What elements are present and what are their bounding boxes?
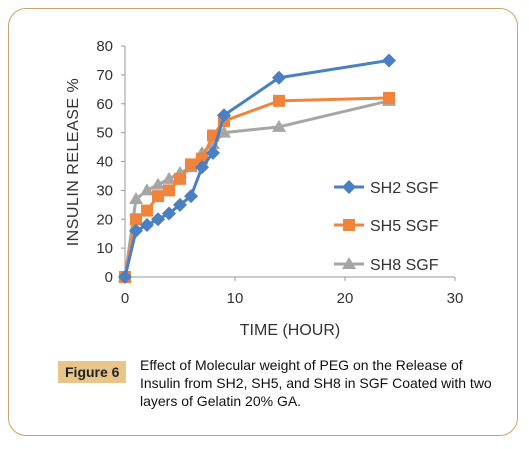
x-tick-label: 20 bbox=[337, 290, 354, 307]
legend-label: SH8 SGF bbox=[370, 257, 439, 274]
y-tick-label: 30 bbox=[96, 182, 113, 199]
y-tick-label: 20 bbox=[96, 211, 113, 228]
y-axis-title-group: INSULIN RELEASE % bbox=[65, 78, 82, 247]
data-point bbox=[130, 213, 142, 226]
data-point bbox=[162, 171, 176, 184]
data-point bbox=[383, 91, 395, 104]
data-point bbox=[174, 172, 186, 185]
series-sh2-sgf bbox=[118, 53, 396, 284]
legend-item: SH8 SGF bbox=[334, 257, 439, 274]
y-tick-label: 40 bbox=[96, 154, 113, 171]
legend-item: SH2 SGF bbox=[334, 180, 439, 197]
data-point bbox=[162, 206, 176, 221]
y-tick-label: 0 bbox=[105, 269, 113, 286]
data-point bbox=[173, 197, 187, 212]
data-point bbox=[272, 70, 286, 85]
y-tick-label: 80 bbox=[96, 38, 113, 55]
x-tick-label: 30 bbox=[447, 290, 464, 307]
data-point bbox=[141, 204, 153, 217]
data-point bbox=[272, 119, 286, 132]
data-point bbox=[217, 125, 231, 138]
data-point bbox=[151, 212, 165, 227]
x-tick-label: 10 bbox=[227, 290, 244, 307]
legend: SH2 SGF SH5 SGF SH8 SGF bbox=[334, 180, 439, 274]
x-tick-label: 0 bbox=[121, 290, 129, 307]
y-axis-title: INSULIN RELEASE % bbox=[65, 78, 82, 247]
axes: 0 10 20 30 40 50 60 70 80 0 10 20 30 bbox=[96, 38, 463, 307]
series-layer bbox=[118, 53, 396, 284]
data-point bbox=[382, 53, 396, 68]
x-axis-title: TIME (HOUR) bbox=[240, 322, 340, 339]
y-tick-label: 60 bbox=[96, 96, 113, 113]
legend-label: SH5 SGF bbox=[370, 218, 439, 235]
series-line bbox=[123, 58, 390, 278]
data-point bbox=[273, 94, 285, 107]
data-point bbox=[195, 160, 209, 175]
legend-marker bbox=[343, 219, 355, 231]
y-tick-label: 50 bbox=[96, 125, 113, 142]
data-point bbox=[152, 190, 164, 203]
legend-label: SH2 SGF bbox=[370, 180, 439, 197]
data-point bbox=[151, 177, 165, 190]
data-point bbox=[163, 184, 175, 197]
legend-item: SH5 SGF bbox=[334, 218, 439, 235]
data-point bbox=[206, 145, 220, 160]
data-point bbox=[185, 158, 197, 171]
data-point bbox=[140, 218, 154, 233]
legend-marker bbox=[342, 257, 356, 269]
data-point bbox=[140, 183, 154, 196]
data-point bbox=[184, 189, 198, 204]
data-point bbox=[118, 270, 132, 284]
y-tick-label: 10 bbox=[96, 240, 113, 257]
figure-label: Figure 6 bbox=[58, 361, 127, 383]
data-point bbox=[129, 223, 143, 238]
y-tick-label: 70 bbox=[96, 67, 113, 84]
data-point bbox=[129, 192, 143, 205]
legend-marker bbox=[342, 180, 356, 194]
figure-caption-text: Effect of Molecular weight of PEG on the… bbox=[140, 357, 492, 409]
data-point bbox=[217, 108, 231, 123]
